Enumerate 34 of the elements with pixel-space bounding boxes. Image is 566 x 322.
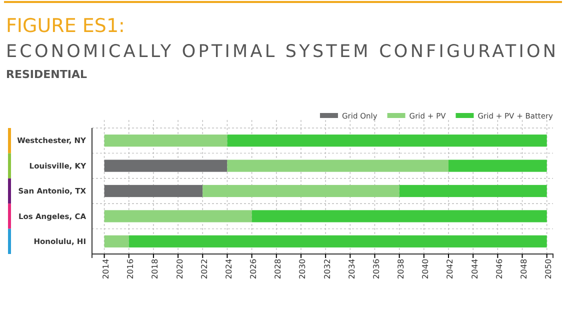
- x-tick-label: 2044: [470, 258, 480, 280]
- x-tick-label: 2046: [494, 258, 504, 280]
- x-tick-label: 2030: [298, 258, 308, 280]
- x-tick-label: 2032: [322, 258, 332, 280]
- bar: [104, 134, 228, 147]
- bar: [202, 184, 400, 198]
- text: RESIDENTIAL: [6, 68, 87, 81]
- x-tick-label: 2040: [421, 258, 430, 280]
- x-tick-label: 2018: [150, 258, 160, 280]
- bar: [128, 235, 547, 248]
- bar: [252, 210, 547, 222]
- x-tick-label: 2036: [372, 258, 381, 280]
- bar: [227, 134, 547, 147]
- chart-title: FIGURE ES1:: [6, 15, 125, 37]
- bar: [104, 160, 228, 172]
- x-tick-label: 2034: [347, 258, 356, 280]
- chart-subtitle: ECONOMICALLY OPTIMAL SYSTEM CONFIGURATION: [6, 42, 556, 62]
- x-tick-label: 2048: [519, 258, 528, 280]
- x-tick-label: 2028: [274, 258, 283, 280]
- x-tick-label: 2026: [249, 258, 258, 280]
- x-tick-label: 2050: [544, 258, 554, 280]
- bar: [104, 184, 203, 198]
- x-tick-label: 2022: [200, 258, 209, 280]
- bar: [399, 184, 547, 198]
- x-tick-label: 2042: [446, 258, 455, 280]
- x-tick-label: 2016: [126, 258, 136, 280]
- x-tick-label: 2014: [101, 258, 110, 280]
- x-tick-label: 2024: [224, 258, 234, 280]
- bar: [104, 235, 129, 248]
- x-tick-label: 2038: [396, 258, 406, 280]
- bar: [448, 160, 547, 172]
- bar: [227, 160, 449, 172]
- x-tick-label: 2020: [175, 258, 184, 280]
- bar: [104, 210, 252, 222]
